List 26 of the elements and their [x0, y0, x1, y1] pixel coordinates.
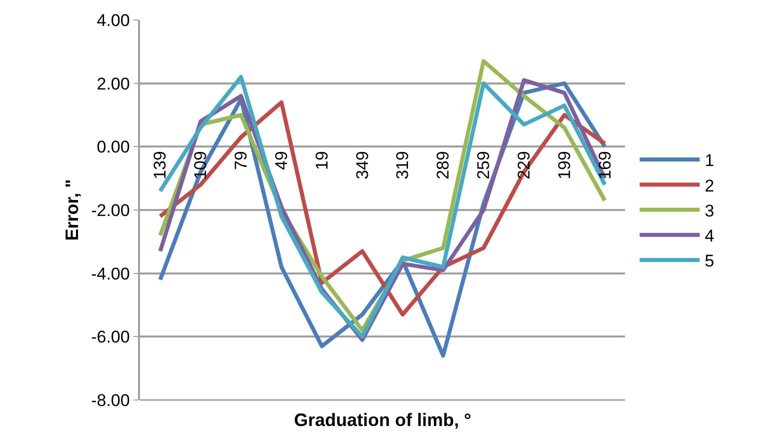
y-tick-label: 2.00	[96, 74, 130, 94]
x-tick-label: 169	[595, 151, 614, 180]
x-tick-label: 49	[272, 151, 291, 170]
x-tick-label: 19	[312, 151, 332, 170]
x-tick-label: 349	[352, 151, 372, 180]
x-tick-label: 139	[150, 151, 170, 180]
y-tick-label: -6.00	[91, 328, 130, 347]
legend-label: 2	[704, 176, 714, 196]
x-tick-label: 259	[474, 151, 494, 180]
x-tick-label: 319	[393, 151, 412, 180]
x-tick-label: 109	[191, 151, 210, 180]
x-tick-label: 79	[232, 151, 251, 170]
y-axis-title: Error, "	[62, 179, 82, 241]
y-tick-label: -8.00	[91, 390, 130, 410]
x-tick-label: 289	[434, 151, 453, 180]
legend-label: 5	[704, 252, 714, 271]
x-axis-title: Graduation of limb, °	[294, 410, 472, 430]
legend-label: 1	[704, 151, 714, 170]
y-tick-label: -2.00	[91, 200, 130, 220]
legend-label: 4	[704, 226, 714, 246]
x-tick-label: 229	[514, 151, 534, 180]
legend-label: 3	[704, 201, 714, 220]
x-tick-label: 199	[554, 151, 574, 180]
y-tick-label: 4.00	[96, 10, 130, 30]
y-tick-label: -4.00	[91, 264, 130, 284]
y-tick-label: 0.00	[96, 138, 130, 157]
